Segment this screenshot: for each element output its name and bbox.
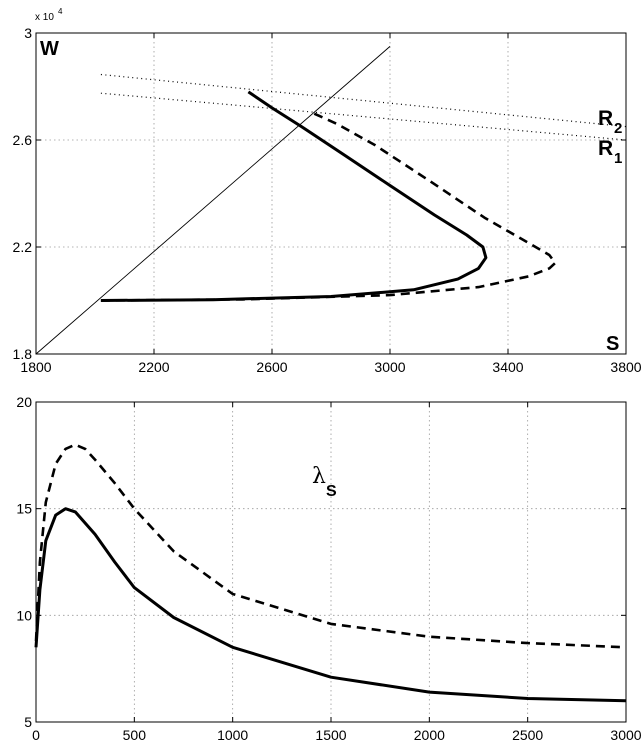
top-plot-x-tick-label: 3000 bbox=[374, 359, 405, 375]
top-plot-series bbox=[35, 46, 627, 355]
bottom-plot-y-tick-label: 5 bbox=[24, 714, 32, 730]
top-plot-x-tick-label: 1800 bbox=[20, 359, 51, 375]
bottom-plot-x-tick-label: 3000 bbox=[610, 727, 641, 743]
lambda-s-label: λ S bbox=[312, 464, 337, 500]
bottom-plot-series bbox=[34, 443, 627, 703]
annotation-r1: R 1 bbox=[598, 137, 622, 167]
top-plot-series-thick-solid bbox=[100, 90, 488, 302]
y-exponent-power: 4 bbox=[58, 7, 63, 16]
top-plot-frame bbox=[35, 32, 627, 355]
top-plot-x-tick-label: 2200 bbox=[138, 359, 169, 375]
bottom-plot-grid bbox=[35, 401, 627, 723]
bottom-plot-y-tick-label: 15 bbox=[16, 501, 32, 517]
top-plot-y-tick-label: 2.6 bbox=[13, 132, 33, 148]
annotation-r2-sub: 2 bbox=[614, 120, 622, 137]
bottom-plot-x-tick-label: 2000 bbox=[414, 727, 445, 743]
top-plot-x-tick-label: 3400 bbox=[492, 359, 523, 375]
top-plot-x-tick-label: 3800 bbox=[610, 359, 641, 375]
bottom-plot-y-tick-label: 10 bbox=[16, 607, 32, 623]
corner-label-w: W bbox=[40, 38, 59, 60]
top-plot-series-dotted bbox=[100, 92, 627, 141]
annotation-r1-main: R bbox=[598, 137, 613, 160]
y-exponent-base: x 10 bbox=[35, 12, 54, 23]
bottom-plot-x-tick-label: 1000 bbox=[217, 727, 248, 743]
top-plot-series-dotted bbox=[100, 73, 627, 128]
annotation-r1-sub: 1 bbox=[614, 150, 622, 167]
bottom-plot-y-tick-label: 20 bbox=[16, 394, 32, 410]
bottom-plot-series-thick-dashed bbox=[34, 443, 627, 649]
top-plot-series-thin-solid bbox=[35, 46, 391, 355]
top-plot-y-tick-label: 3 bbox=[24, 25, 32, 41]
bottom-plot-panel: 0 500 1000 1500 2000 2500 3000 5 10 15 20 λ S bbox=[16, 394, 641, 743]
bottom-plot-x-tick-label: 1500 bbox=[315, 727, 346, 743]
top-plot-grid bbox=[35, 32, 627, 355]
top-plot-tick-labels: 1800 2200 2600 3000 3400 3800 1.8 2.2 2.6 3 bbox=[13, 25, 642, 375]
top-plot-series-thick-dashed bbox=[100, 112, 557, 302]
bottom-plot-x-tick-label: 0 bbox=[32, 727, 40, 743]
corner-label-s: S bbox=[606, 333, 619, 355]
bottom-plot-x-tick-label: 2500 bbox=[512, 727, 543, 743]
top-plot-x-tick-label: 2600 bbox=[256, 359, 287, 375]
bottom-plot-x-tick-label: 500 bbox=[123, 727, 147, 743]
lambda-symbol: λ bbox=[312, 464, 326, 489]
bottom-plot-series-thick-solid bbox=[34, 507, 627, 703]
lambda-subscript: S bbox=[326, 483, 337, 500]
top-plot-y-tick-label: 1.8 bbox=[13, 346, 33, 362]
bottom-plot-frame bbox=[35, 401, 627, 723]
bottom-plot-tick-labels: 0 500 1000 1500 2000 2500 3000 5 10 15 20 bbox=[16, 394, 641, 743]
annotation-r2: R 2 bbox=[598, 107, 622, 137]
top-plot-y-tick-label: 2.2 bbox=[13, 239, 33, 255]
annotation-r2-main: R bbox=[598, 107, 613, 130]
